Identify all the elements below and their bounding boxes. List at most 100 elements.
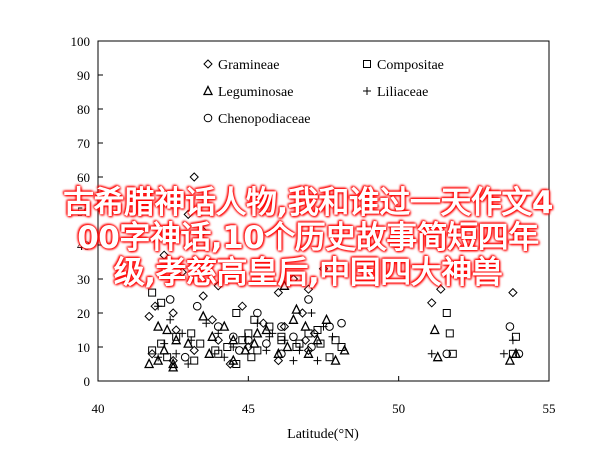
leguminosae-point xyxy=(261,324,272,335)
leguminosae-point xyxy=(153,354,164,365)
leguminosae-point xyxy=(252,327,263,338)
gramineae-point xyxy=(436,284,446,294)
leguminosae-point xyxy=(504,354,515,365)
chenopodiaceae-point xyxy=(514,349,524,359)
chenopodiaceae-legend-marker xyxy=(203,113,213,123)
leguminosae-point xyxy=(303,347,314,358)
gramineae-point xyxy=(213,281,223,291)
leguminosae-point xyxy=(321,313,332,324)
compositae-legend-marker xyxy=(363,60,371,68)
compositae-point xyxy=(148,346,157,355)
liliaceae-point xyxy=(307,309,316,317)
liliaceae-point xyxy=(184,360,193,368)
chenopodiaceae-point xyxy=(229,332,238,342)
leguminosae-point xyxy=(429,324,440,335)
gramineae-point xyxy=(288,274,299,284)
compositae-point xyxy=(253,346,262,355)
gramineae-point xyxy=(171,325,181,335)
gramineae-point xyxy=(427,298,437,308)
leguminosae-point xyxy=(207,330,218,341)
chenopodiaceae-point xyxy=(277,322,286,331)
chenopodiaceae-point xyxy=(307,342,316,352)
leguminosae-point xyxy=(159,344,170,355)
chenopodiaceae-point xyxy=(289,332,298,342)
gramineae-point xyxy=(273,355,284,366)
leguminosae-point xyxy=(291,303,302,314)
leguminosae-point xyxy=(312,334,323,345)
leguminosae-point xyxy=(228,354,239,365)
chenopodiaceae-point xyxy=(213,322,223,331)
liliaceae-legend-label: Liliaceae xyxy=(377,85,428,100)
liliaceae-point xyxy=(499,349,508,358)
compositae-point xyxy=(325,353,334,362)
liliaceae-point xyxy=(328,332,337,341)
legend: Gramineae Compositae Leguminosae Liliaceae C… xyxy=(202,58,444,127)
gramineae-point xyxy=(303,284,314,294)
compositae-point xyxy=(511,332,520,341)
gramineae-point xyxy=(198,226,208,237)
chenopodiaceae-point xyxy=(442,349,452,359)
leguminosae-point xyxy=(162,324,173,335)
leguminosae-point xyxy=(300,320,311,331)
liliaceae-point xyxy=(154,353,163,362)
leguminosae-point xyxy=(153,320,164,331)
gramineae-point xyxy=(159,250,169,260)
x-axis-label: Latitude(°N) xyxy=(287,427,359,442)
x-tick-label: 40 xyxy=(92,401,105,416)
gramineae-point xyxy=(177,267,187,277)
gramineae-point xyxy=(147,349,157,359)
leguminosae-point xyxy=(330,354,341,365)
gramineae-point xyxy=(198,291,208,301)
chenopodiaceae-point xyxy=(235,346,244,355)
liliaceae-point xyxy=(229,343,238,351)
compositae-point xyxy=(148,288,157,297)
liliaceae-point xyxy=(508,336,517,345)
compositae-point xyxy=(172,332,181,341)
gramineae-point xyxy=(303,345,314,356)
compositae-point xyxy=(187,329,196,338)
x-tick-label: 55 xyxy=(543,401,556,416)
leguminosae-point xyxy=(168,358,179,369)
compositae-point xyxy=(250,315,259,324)
leguminosae-point xyxy=(183,337,194,348)
gramineae-legend-label: Gramineae xyxy=(218,58,279,73)
compositae-point xyxy=(313,326,322,334)
compositae-point xyxy=(244,329,253,338)
x-tick-label: 45 xyxy=(242,401,255,416)
compositae-point xyxy=(445,329,454,338)
liliaceae-point xyxy=(313,356,322,365)
leguminosae-point xyxy=(510,347,521,358)
gramineae-legend-marker xyxy=(203,59,213,69)
x-tick-label: 50 xyxy=(392,401,405,416)
y-tick-label: 80 xyxy=(77,102,90,117)
y-tick-label: 10 xyxy=(77,340,90,355)
y-tick-label: 90 xyxy=(77,68,90,83)
compositae-legend-label: Compositae xyxy=(377,58,444,73)
liliaceae-point xyxy=(178,329,187,338)
y-tick-label: 40 xyxy=(77,238,90,253)
leguminosae-point xyxy=(339,344,350,355)
chenopodiaceae-point xyxy=(180,352,190,362)
gramineae-point xyxy=(189,345,199,356)
compositae-point xyxy=(247,353,256,362)
liliaceae-point xyxy=(172,349,181,358)
liliaceae-point xyxy=(289,356,298,365)
compositae-point xyxy=(196,339,205,348)
gramineae-point xyxy=(237,301,248,311)
liliaceae-point xyxy=(160,339,169,348)
compositae-point xyxy=(448,349,457,358)
liliaceae-point xyxy=(202,319,211,328)
gramineae-point xyxy=(207,315,217,325)
gramineae-point xyxy=(189,172,199,182)
gramineae-point xyxy=(258,318,269,328)
liliaceae-point xyxy=(295,346,304,355)
compositae-point xyxy=(232,309,241,317)
gramineae-point xyxy=(168,308,178,318)
chenopodiaceae-point xyxy=(337,318,346,328)
leguminosae-point xyxy=(171,334,182,345)
chenopodiaceae-point xyxy=(304,295,313,304)
leguminosae-point xyxy=(249,337,260,348)
y-tick-label: 0 xyxy=(84,374,91,389)
leguminosae-point xyxy=(198,310,209,321)
liliaceae-legend-marker xyxy=(363,87,371,95)
